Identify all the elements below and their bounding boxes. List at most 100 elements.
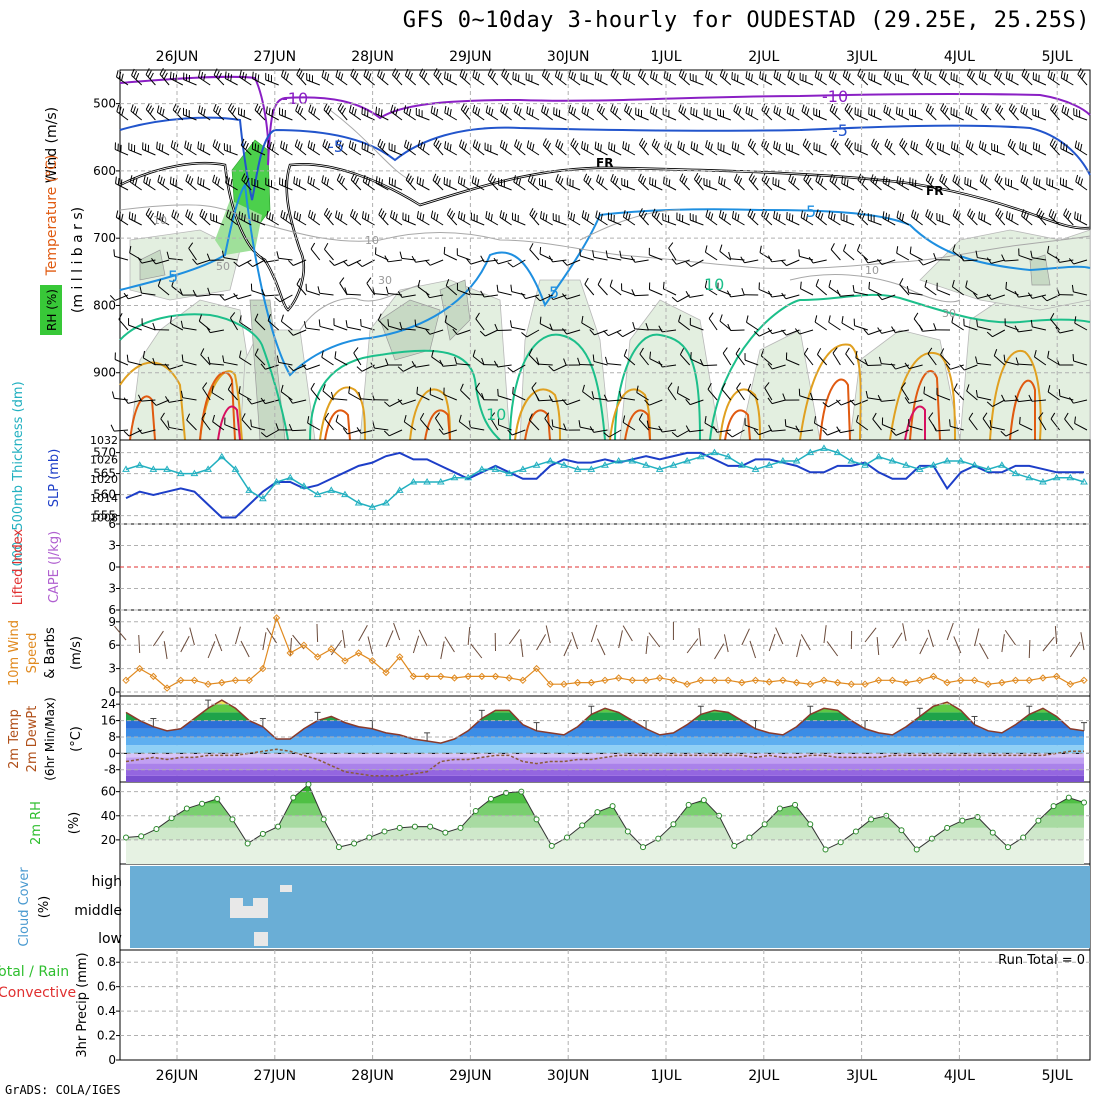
- wind-barb-flag: [1005, 211, 1008, 219]
- wind-barb-flag: [238, 386, 241, 394]
- thickness-point: [546, 457, 555, 464]
- wind-barb-flag: [528, 348, 533, 356]
- wind-barb-staff: [690, 79, 704, 86]
- wind-barb-flag: [587, 177, 592, 185]
- wind10-barb: [563, 639, 572, 657]
- axis-title-precip-a: Total / Rain: [0, 964, 69, 980]
- wind-barb-staff: [251, 219, 266, 226]
- wind-barb-flag: [690, 352, 692, 360]
- wind-barb-flag: [463, 143, 467, 151]
- wind-barb-flag: [467, 287, 471, 295]
- wind-barb-staff: [690, 358, 704, 366]
- wind-barb-flag: [844, 137, 849, 145]
- wind-barb-flag: [857, 68, 861, 76]
- wind-barb-staff: [265, 184, 279, 191]
- wind-barb-flag: [121, 73, 124, 81]
- wind-barb-staff: [812, 259, 827, 264]
- wind10-point: [218, 678, 226, 687]
- wind-barb-flag: [238, 211, 241, 219]
- wind-barb-flag: [551, 419, 554, 427]
- wind-barb-flag: [207, 287, 211, 295]
- wind-barb-flag: [877, 394, 882, 402]
- wind-barb-staff: [882, 182, 896, 191]
- thickness-point: [861, 461, 869, 468]
- wind-barb-flag: [584, 107, 587, 115]
- wind-barb-staff: [910, 147, 923, 156]
- wind-barb-flag: [597, 278, 602, 285]
- wind-barb-staff: [785, 425, 800, 431]
- wind-barb-staff: [909, 183, 923, 191]
- wind10-point: [724, 676, 732, 685]
- wind-barb-flag: [321, 175, 324, 183]
- wind-barb-staff: [730, 294, 745, 298]
- wind-barb-flag: [817, 176, 821, 184]
- dewpoint-line: [125, 748, 1084, 777]
- wind-barb-flag: [625, 211, 629, 219]
- wind-barb-flag: [678, 104, 682, 112]
- wind-barb-flag: [529, 243, 534, 250]
- wind-barb-flag: [512, 71, 514, 79]
- wind-barb-flag: [1077, 68, 1082, 75]
- wind-barb-flag: [156, 211, 159, 219]
- wind-barb-staff: [772, 364, 786, 370]
- wind-barb-staff: [210, 329, 224, 334]
- contour-label: 50: [216, 260, 230, 273]
- wind-barb-staff: [472, 76, 485, 86]
- cloud-cell-middle-notch: [243, 898, 253, 906]
- wind-barb-flag: [759, 245, 762, 253]
- thickness-line: [125, 447, 1085, 508]
- wind-barb-staff: [213, 110, 225, 121]
- wind-barb-staff: [346, 293, 361, 296]
- wind-barb-flag: [159, 176, 163, 184]
- wind-barb-flag: [514, 139, 518, 147]
- wind-barb-flag: [151, 258, 157, 265]
- wind-barb-flag: [720, 177, 723, 185]
- wind-barb-staff: [925, 109, 937, 121]
- wind-barb-flag: [1021, 209, 1025, 217]
- wind-barb-staff: [321, 181, 334, 191]
- wind-barb-flag: [726, 290, 732, 298]
- wind-barb-flag: [488, 107, 491, 115]
- wind-barb-flag: [337, 102, 342, 110]
- wind-barb-flag: [801, 104, 805, 112]
- wind10-barb: [508, 629, 521, 645]
- wind-barb-flag: [271, 143, 275, 151]
- rh-point: [640, 844, 647, 851]
- wind-barb-flag: [324, 71, 327, 79]
- wind10-point: [751, 676, 760, 685]
- wind-barb-flag: [198, 314, 202, 322]
- wind-barb-flag: [199, 208, 203, 216]
- wind-barb-flag: [595, 210, 598, 218]
- wind-barb-staff: [827, 429, 841, 436]
- wind-barb-staff: [156, 217, 170, 226]
- wind-barb-staff: [498, 395, 512, 401]
- wind-barb-flag: [310, 382, 315, 390]
- wind-barb-flag: [899, 212, 902, 220]
- wind-barb-staff: [1033, 148, 1047, 156]
- wind-barb-staff: [475, 318, 485, 331]
- wind-barb-flag: [855, 350, 858, 358]
- wind-barb-flag: [1050, 102, 1055, 110]
- thickness-point: [122, 465, 130, 472]
- wind10-barb: [358, 625, 368, 642]
- wind-barb-flag: [285, 73, 289, 81]
- wind-barb-flag: [882, 211, 885, 219]
- wind-barb-staff: [131, 75, 143, 86]
- wind-barb-flag: [200, 142, 202, 150]
- wind-barb-staff: [800, 288, 814, 296]
- wind-barb-staff: [212, 181, 225, 191]
- wind-barb-flag: [240, 138, 245, 146]
- wind-barb-staff: [225, 182, 238, 191]
- wind-barb-flag: [1047, 385, 1051, 393]
- wind-barb-staff: [899, 284, 910, 296]
- wind-barb-staff: [390, 216, 403, 226]
- wind-barb-staff: [1018, 329, 1033, 333]
- wind-barb-staff: [429, 259, 444, 266]
- wind-barb-staff: [307, 182, 321, 191]
- wind-barb-staff: [415, 326, 430, 331]
- wind-barb-flag: [224, 71, 227, 79]
- wind-barb-flag: [1050, 71, 1053, 79]
- wind-barb-flag: [597, 212, 601, 220]
- wind-barb-staff: [827, 399, 841, 408]
